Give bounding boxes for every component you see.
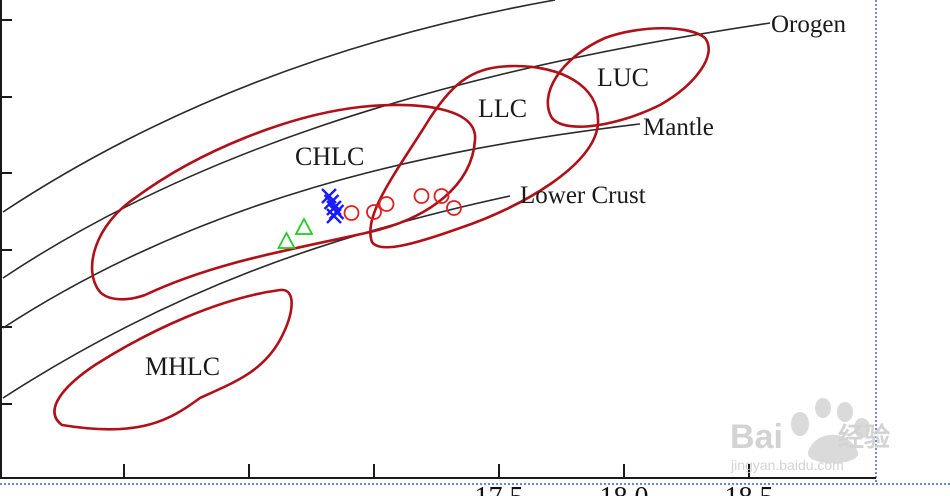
label-llc: LLC bbox=[478, 94, 527, 123]
label-lower-crust: Lower Crust bbox=[520, 182, 646, 209]
evolution-curves bbox=[2, 0, 771, 399]
watermark-brand-left: Bai bbox=[730, 418, 783, 456]
sample-points bbox=[277, 188, 462, 249]
data-point-circle bbox=[413, 188, 430, 204]
data-point-circle bbox=[433, 188, 450, 204]
label-chlc: CHLC bbox=[295, 142, 364, 171]
data-point-cross bbox=[326, 208, 342, 224]
x-ticks: 17.5 18.0 18.5 bbox=[123, 464, 774, 496]
data-point-triangle bbox=[277, 231, 296, 249]
data-point-circle bbox=[378, 196, 395, 212]
label-orogen: Orogen bbox=[771, 11, 846, 38]
x-tick-label: 18.0 bbox=[600, 482, 649, 496]
curve-mantle bbox=[2, 123, 641, 329]
reservoir-regions bbox=[53, 27, 710, 431]
label-mhlc: MHLC bbox=[145, 352, 220, 381]
data-point-circle bbox=[366, 204, 382, 220]
label-luc: LUC bbox=[597, 63, 649, 92]
x-tick-label: 18.5 bbox=[725, 482, 774, 496]
region-llc bbox=[369, 64, 600, 249]
axes: 17.5 18.0 18.5 bbox=[0, 0, 876, 496]
region-chlc bbox=[90, 103, 477, 301]
data-point-circle bbox=[446, 200, 462, 216]
watermark-brand-right: 经验 bbox=[838, 422, 890, 452]
curve-orogen bbox=[2, 22, 771, 279]
region-luc bbox=[546, 27, 710, 128]
label-mantle: Mantle bbox=[643, 114, 714, 141]
region-mhlc bbox=[53, 288, 293, 431]
data-point-triangle bbox=[294, 217, 314, 235]
data-point-circle bbox=[343, 205, 360, 221]
baidu-watermark: Bai 经验 jingyan.baidu.com bbox=[730, 398, 890, 473]
watermark-url: jingyan.baidu.com bbox=[730, 457, 844, 473]
paw-icon bbox=[791, 398, 870, 464]
x-tick-label: 17.5 bbox=[475, 482, 524, 496]
curve-upper-crust bbox=[2, 0, 556, 213]
curve-lower-crust bbox=[2, 195, 511, 399]
